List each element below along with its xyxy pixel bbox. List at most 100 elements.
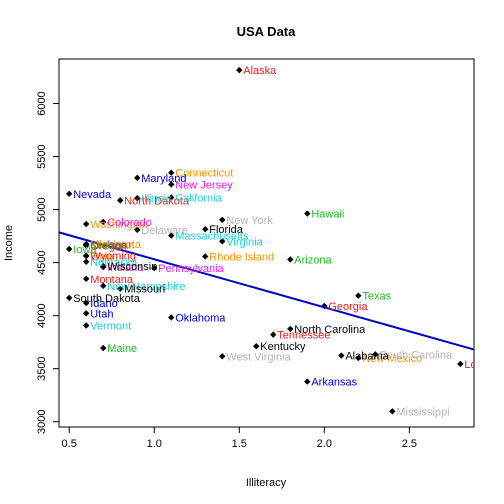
point-label: Arkansas: [311, 377, 357, 389]
data-point: [117, 285, 124, 292]
point-label: Mississippi: [396, 406, 449, 418]
data-point: [100, 344, 107, 352]
data-point: [66, 245, 73, 253]
data-point: [83, 242, 90, 249]
point-label: South Carolina: [379, 349, 453, 361]
data-point: [457, 360, 464, 368]
data-point: [168, 181, 175, 188]
data-point: [100, 218, 107, 226]
point-label: Florida: [209, 224, 244, 236]
data-point: [66, 190, 73, 197]
point-label: Montana: [90, 274, 134, 286]
data-point: [83, 220, 90, 228]
point-label: Nebraska: [90, 257, 138, 269]
point-label: Minnesota: [90, 239, 142, 251]
point-label: Washington: [90, 219, 148, 231]
point-label: Oregon: [90, 241, 127, 253]
y-tick-label: 3500: [36, 356, 48, 380]
point-label: Nevada: [73, 189, 112, 201]
point-label: Utah: [90, 308, 113, 320]
point-label: Hawaii: [311, 209, 344, 221]
x-axis: 0.5 1.0 1.5 2.0 2.5: [62, 426, 417, 450]
data-point: [355, 354, 362, 362]
y-axis: 3000 3500 4000 4500 5000 5500 6000: [36, 91, 60, 434]
point-label: Maryland: [141, 173, 186, 185]
data-point: [83, 310, 90, 317]
y-tick-label: 6000: [36, 91, 48, 115]
point-label: Alabama: [345, 351, 389, 363]
y-tick-label: 4000: [36, 303, 48, 327]
point-label: Illinois: [141, 193, 172, 205]
point-label: Texas: [362, 291, 391, 303]
data-point: [83, 258, 90, 265]
data-point: [117, 197, 124, 204]
point-label: Georgia: [328, 301, 368, 313]
data-point: [100, 282, 107, 290]
data-point: [83, 322, 90, 329]
data-point: [287, 325, 294, 333]
point-label: Massachusetts: [175, 231, 249, 243]
point-label: Kansas: [90, 240, 127, 252]
point-label: Oklahoma: [175, 312, 226, 324]
data-point: [66, 294, 73, 302]
point-label: Rhode Island: [209, 251, 274, 263]
point-label: New Hampshire: [107, 281, 185, 293]
regression-line: [58, 231, 475, 351]
data-points: [66, 66, 464, 415]
data-point: [287, 256, 294, 263]
y-tick-label: 5000: [36, 197, 48, 221]
data-point: [100, 262, 107, 270]
point-label: New York: [226, 215, 273, 227]
data-point: [270, 331, 277, 338]
point-label: Wyoming: [90, 251, 136, 263]
data-point: [168, 314, 175, 321]
data-point: [253, 342, 260, 350]
y-tick-label: 5500: [36, 144, 48, 168]
data-point: [202, 253, 209, 260]
point-label: Arizona: [294, 254, 332, 266]
data-point: [304, 378, 311, 385]
data-point: [304, 210, 311, 217]
chart-title: USA Data: [237, 24, 297, 39]
data-point: [236, 66, 243, 74]
data-point: [151, 264, 158, 272]
data-point: [202, 226, 209, 233]
x-tick-label: 1.5: [232, 438, 247, 450]
data-point: [83, 299, 90, 307]
point-label: Virginia: [226, 236, 263, 248]
point-label: West Virginia: [226, 351, 291, 363]
x-axis-label: Illiteracy: [246, 477, 287, 489]
data-point: [338, 352, 345, 359]
x-tick-label: 1.0: [147, 438, 162, 450]
point-label: Alaska: [243, 65, 277, 77]
data-point: [168, 169, 175, 176]
y-axis-label: Income: [3, 225, 15, 261]
point-label: New Jersey: [175, 179, 233, 191]
y-tick-label: 3000: [36, 409, 48, 433]
point-label: Wisconsin: [107, 261, 157, 273]
point-label: Colorado: [107, 217, 152, 229]
point-label: Kentucky: [260, 341, 306, 353]
point-label: Pennsylvania: [158, 263, 224, 275]
point-label: Missouri: [124, 284, 165, 296]
point-label: Vermont: [90, 321, 131, 333]
data-point: [372, 351, 379, 358]
data-point: [168, 194, 175, 201]
point-label: Idaho: [90, 298, 118, 310]
x-tick-label: 2.0: [317, 438, 332, 450]
point-label: South Dakota: [73, 293, 141, 305]
data-point: [83, 275, 90, 283]
x-tick-label: 0.5: [62, 438, 77, 450]
data-point: [83, 252, 90, 259]
data-point: [134, 195, 141, 202]
x-tick-label: 2.5: [402, 438, 417, 450]
point-label: California: [175, 193, 222, 205]
point-label: Iowa: [73, 244, 97, 256]
data-point: [219, 216, 226, 224]
data-point: [219, 238, 226, 245]
point-label: Ohio: [90, 251, 113, 263]
data-point: [134, 174, 141, 182]
point-label: New Mexico: [362, 353, 422, 365]
data-point: [389, 408, 396, 415]
